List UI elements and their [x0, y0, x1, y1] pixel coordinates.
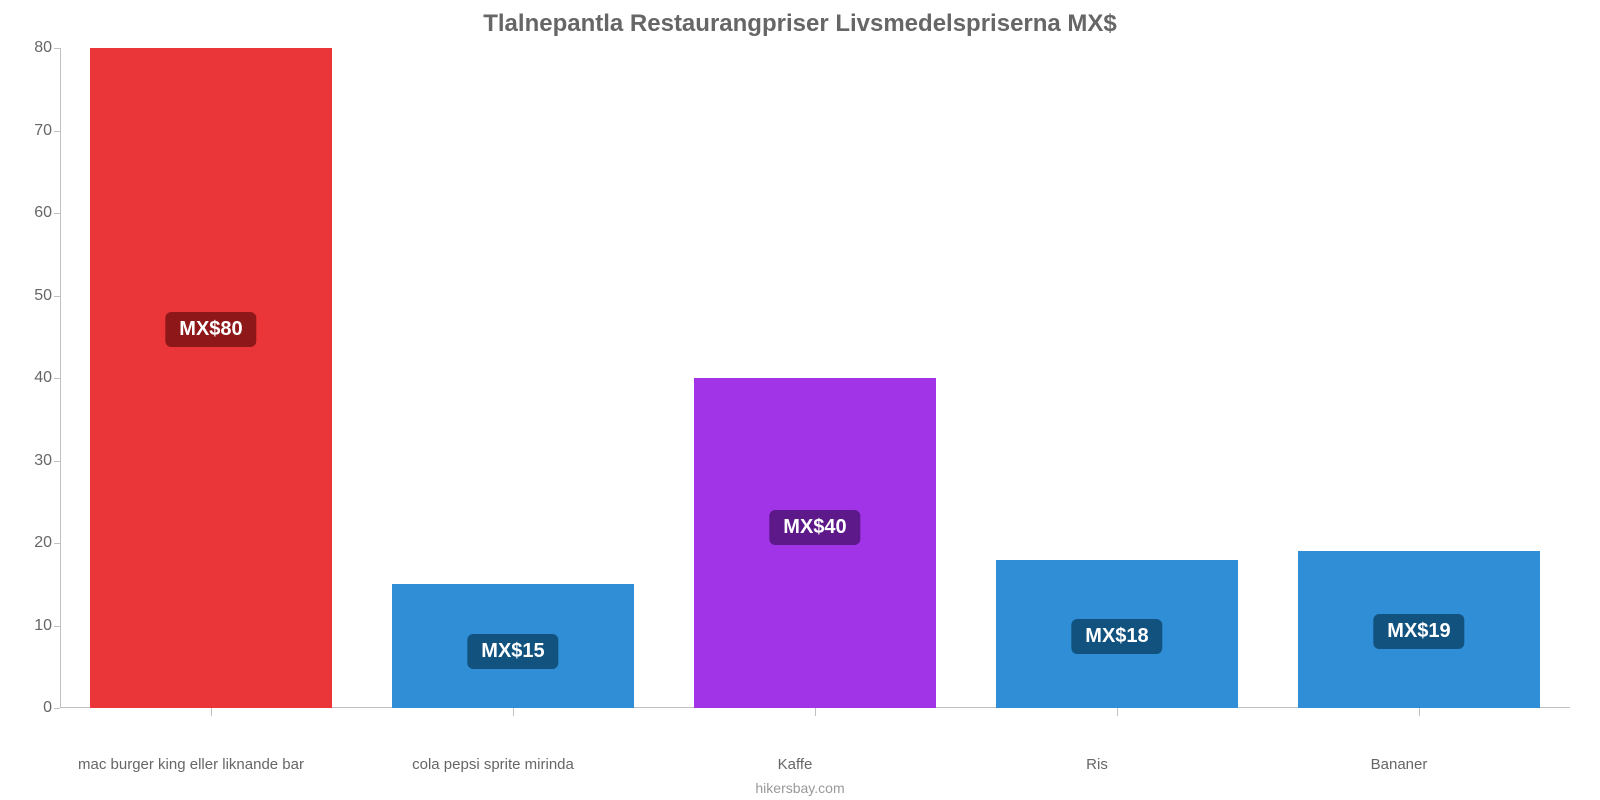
y-tick-mark [54, 543, 60, 544]
bar-value-badge: MX$80 [165, 312, 256, 347]
y-tick-label: 70 [34, 122, 52, 140]
y-tick-mark [54, 378, 60, 379]
y-tick-mark [54, 296, 60, 297]
x-axis-labels: mac burger king eller liknande bar cola p… [40, 756, 1590, 776]
y-tick-label: 10 [34, 617, 52, 635]
x-tick-mark [1419, 708, 1420, 716]
x-axis-label: mac burger king eller liknande bar [78, 756, 304, 773]
y-tick-label: 80 [34, 39, 52, 57]
chart-title: Tlalnepantla Restaurangpriser Livsmedels… [20, 10, 1580, 38]
x-tick-mark [211, 708, 212, 716]
y-tick-mark [54, 461, 60, 462]
bar-value-badge: MX$19 [1373, 614, 1464, 649]
y-tick-label: 20 [34, 534, 52, 552]
chart-container: Tlalnepantla Restaurangpriser Livsmedels… [0, 0, 1600, 800]
x-axis-label: Kaffe [778, 756, 813, 773]
bar-value-badge: MX$18 [1071, 619, 1162, 654]
plot-area: 01020304050607080 MX$80MX$15MX$40MX$18MX… [60, 48, 1570, 708]
y-tick-mark [54, 48, 60, 49]
bar-value-badge: MX$40 [769, 510, 860, 545]
x-tick-mark [815, 708, 816, 716]
x-tick-mark [1117, 708, 1118, 716]
x-tick-mark [513, 708, 514, 716]
y-tick-mark [54, 213, 60, 214]
bar-value-badge: MX$15 [467, 634, 558, 669]
y-tick-label: 0 [43, 699, 52, 717]
bar: MX$15 [392, 584, 634, 708]
y-tick-label: 50 [34, 287, 52, 305]
x-axis-label: Bananer [1371, 756, 1428, 773]
y-tick-label: 30 [34, 452, 52, 470]
x-axis-label: cola pepsi sprite mirinda [412, 756, 574, 773]
bar: MX$40 [694, 378, 936, 708]
y-tick-mark [54, 626, 60, 627]
bar: MX$18 [996, 560, 1238, 709]
bar: MX$19 [1298, 551, 1540, 708]
bars-region: MX$80 MX$15 MX$40 MX$18 MX$19 [60, 48, 1570, 708]
bar: MX$80 [90, 48, 332, 708]
y-tick-mark [54, 708, 60, 709]
y-tick-label: 60 [34, 204, 52, 222]
x-axis-label: Ris [1086, 756, 1108, 773]
y-tick-mark [54, 131, 60, 132]
credit-text: hikersbay.com [0, 780, 1600, 796]
y-tick-label: 40 [34, 369, 52, 387]
